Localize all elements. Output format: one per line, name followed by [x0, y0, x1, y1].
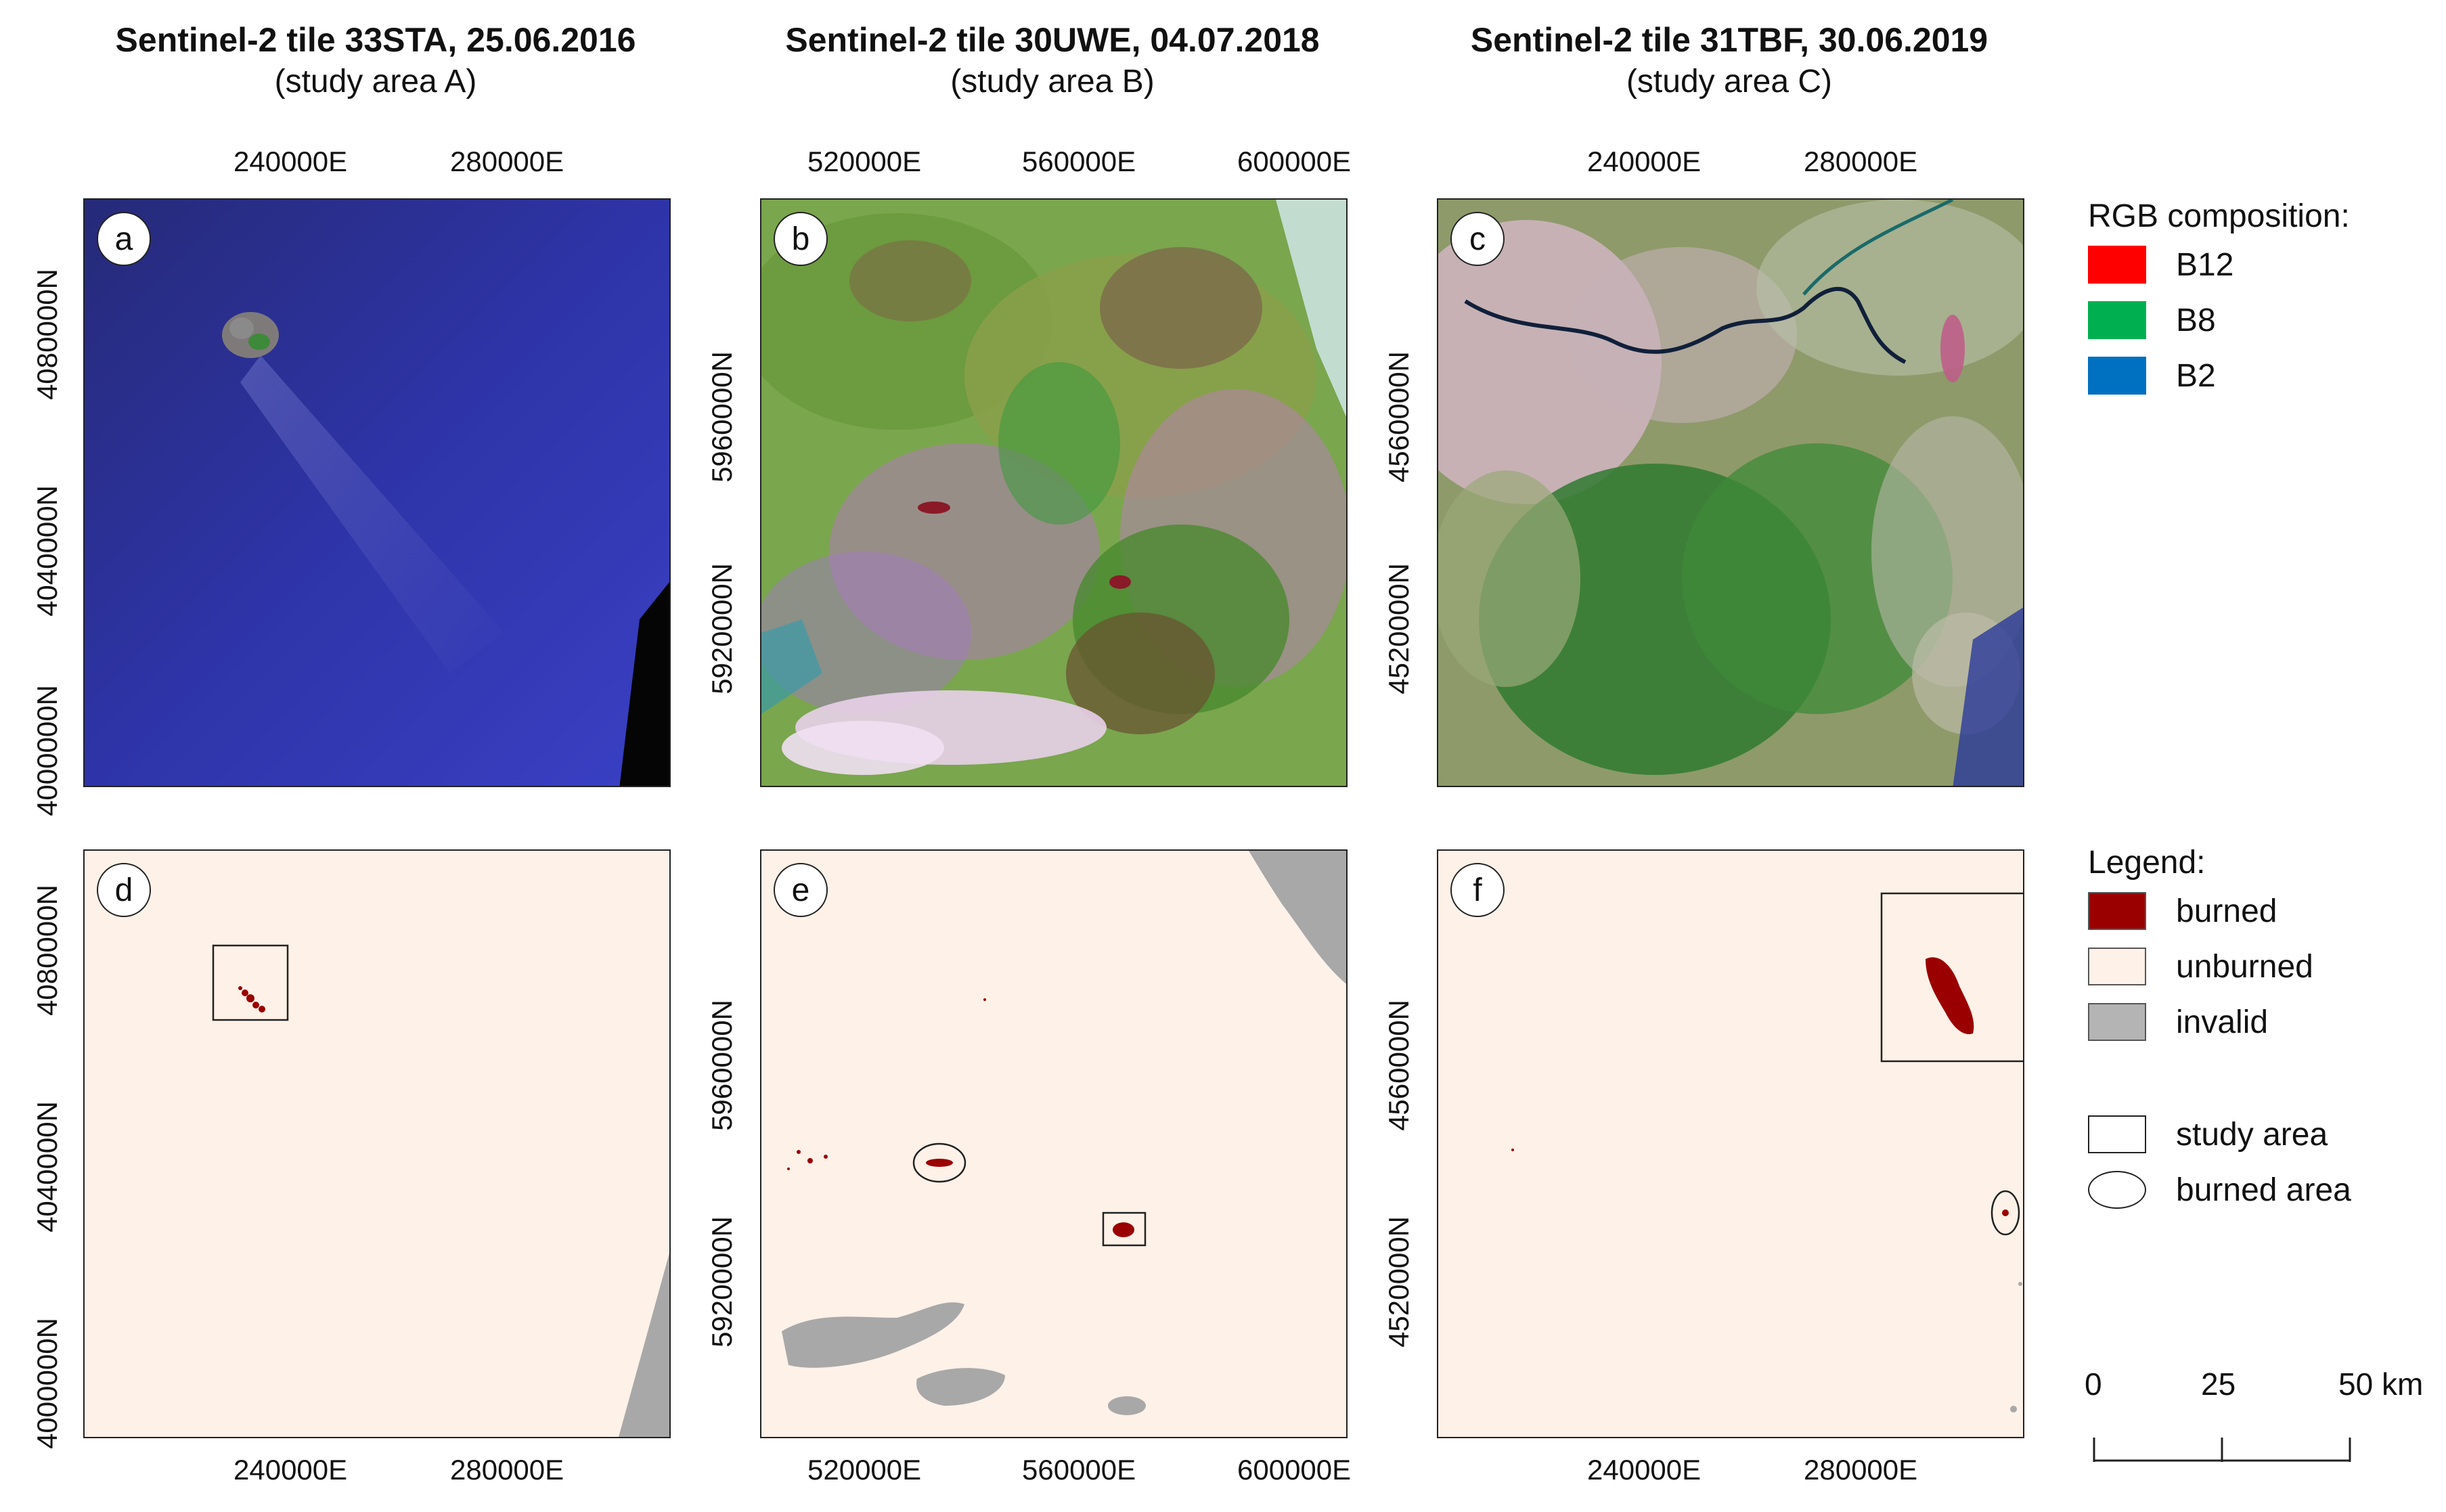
- legend-item-invalid: invalid: [2088, 994, 2351, 1050]
- legend-label: B8: [2176, 302, 2216, 338]
- legend-label: invalid: [2176, 1004, 2269, 1040]
- x-tick: 240000E: [234, 146, 348, 177]
- legend-item-burned-area: burned area: [2088, 1162, 2351, 1218]
- panel-label: a: [97, 212, 151, 266]
- study-area-box: [1102, 1211, 1147, 1247]
- scale-label-0: 0: [2085, 1366, 2102, 1402]
- scale-bar: 0 25 50 km: [2085, 1366, 2423, 1474]
- y-tick: 4000000N: [31, 685, 63, 816]
- rgb-image-b: [761, 200, 1346, 786]
- rgb-legend-title: RGB composition:: [2088, 198, 2350, 234]
- y-tick: 4520000N: [1383, 1216, 1415, 1348]
- y-tick: 5920000N: [706, 1216, 738, 1348]
- y-tick: 4560000N: [1383, 1000, 1415, 1131]
- x-tick: 240000E: [1587, 1454, 1702, 1486]
- legend-item-b8: B8: [2088, 292, 2350, 348]
- map-panel-e: e: [760, 849, 1348, 1438]
- x-tick: 280000E: [1804, 1454, 1918, 1486]
- study-area-subtitle: (study area B): [950, 64, 1155, 99]
- legend-label: B12: [2176, 246, 2234, 283]
- tile-title: Sentinel-2 tile 31TBF, 30.06.2019: [1470, 21, 1988, 59]
- scale-label-25: 25: [2201, 1366, 2236, 1402]
- x-tick: 280000E: [450, 1454, 564, 1486]
- x-tick: 240000E: [1587, 146, 1702, 177]
- y-tick: 5960000N: [706, 351, 738, 483]
- legend-item-unburned: unburned: [2088, 939, 2351, 994]
- y-tick: 4040000N: [31, 1101, 63, 1232]
- legend-label: study area: [2176, 1116, 2328, 1153]
- x-tick: 240000E: [234, 1454, 348, 1486]
- swatch-unburned: [2088, 948, 2146, 985]
- panel-label: f: [1450, 863, 1505, 917]
- y-tick: 4080000N: [31, 885, 63, 1016]
- column-title-b: Sentinel-2 tile 30UWE, 04.07.2018 (study…: [734, 19, 1371, 103]
- study-area-subtitle: (study area A): [274, 64, 477, 99]
- rgb-image-a: [85, 200, 669, 786]
- classification-map-d: [85, 851, 669, 1437]
- swatch-invalid: [2088, 1003, 2146, 1041]
- burned-area-ellipse: [1991, 1190, 2020, 1236]
- scale-label-50: 50 km: [2338, 1366, 2424, 1402]
- panel-label: e: [774, 863, 828, 917]
- legend-item-burned: burned: [2088, 883, 2351, 939]
- legend-label: burned area: [2176, 1172, 2351, 1208]
- rgb-image-c: [1438, 200, 2023, 786]
- burned-area-ellipse: [912, 1142, 966, 1183]
- x-tick: 600000E: [1237, 146, 1352, 177]
- x-tick: 520000E: [807, 146, 922, 177]
- classification-map-f: [1438, 851, 2023, 1437]
- y-tick: 4080000N: [31, 269, 63, 400]
- swatch-blue: [2088, 357, 2146, 395]
- study-area-box: [1880, 892, 2023, 1063]
- map-panel-f: f: [1437, 849, 2024, 1438]
- scale-bar-line: [2093, 1438, 2351, 1462]
- ellipse-symbol: [2088, 1171, 2146, 1209]
- y-tick: 4560000N: [1383, 351, 1415, 483]
- map-panel-d: d: [83, 849, 671, 1438]
- rectangle-symbol: [2088, 1115, 2146, 1153]
- y-tick: 5960000N: [706, 1000, 738, 1131]
- swatch-red: [2088, 246, 2146, 284]
- classification-map-e: [761, 851, 1346, 1437]
- y-tick: 5920000N: [706, 563, 738, 694]
- legend-label: burned: [2176, 893, 2277, 929]
- legend-item-b2: B2: [2088, 348, 2350, 403]
- tile-title: Sentinel-2 tile 33STA, 25.06.2016: [115, 21, 636, 59]
- x-tick: 560000E: [1022, 146, 1136, 177]
- class-legend: Legend: burned unburned invalid study ar…: [2088, 843, 2351, 1218]
- x-tick: 600000E: [1237, 1454, 1352, 1486]
- panel-label: b: [774, 212, 828, 266]
- swatch-green: [2088, 301, 2146, 339]
- study-area-subtitle: (study area C): [1626, 64, 1833, 99]
- rgb-legend: RGB composition: B12 B8 B2: [2088, 196, 2350, 403]
- legend-item-b12: B12: [2088, 237, 2350, 292]
- legend-label: unburned: [2176, 948, 2313, 985]
- swatch-burned: [2088, 892, 2146, 930]
- tile-title: Sentinel-2 tile 30UWE, 04.07.2018: [785, 21, 1320, 59]
- study-area-box: [212, 944, 289, 1021]
- x-tick: 560000E: [1022, 1454, 1136, 1486]
- x-tick: 280000E: [1804, 146, 1918, 177]
- y-tick: 4040000N: [31, 485, 63, 617]
- legend-item-study-area: study area: [2088, 1107, 2351, 1162]
- class-legend-title: Legend:: [2088, 845, 2206, 881]
- column-title-c: Sentinel-2 tile 31TBF, 30.06.2019 (study…: [1411, 19, 2047, 103]
- x-tick: 280000E: [450, 146, 564, 177]
- x-tick: 520000E: [807, 1454, 922, 1486]
- panel-label: d: [97, 863, 151, 917]
- panel-label: c: [1450, 212, 1505, 266]
- legend-label: B2: [2176, 357, 2216, 394]
- column-title-a: Sentinel-2 tile 33STA, 25.06.2016 (study…: [58, 19, 694, 103]
- y-tick: 4000000N: [31, 1318, 63, 1449]
- map-panel-a: a: [83, 198, 671, 787]
- y-tick: 4520000N: [1383, 563, 1415, 694]
- map-panel-b: b: [760, 198, 1348, 787]
- map-panel-c: c: [1437, 198, 2024, 787]
